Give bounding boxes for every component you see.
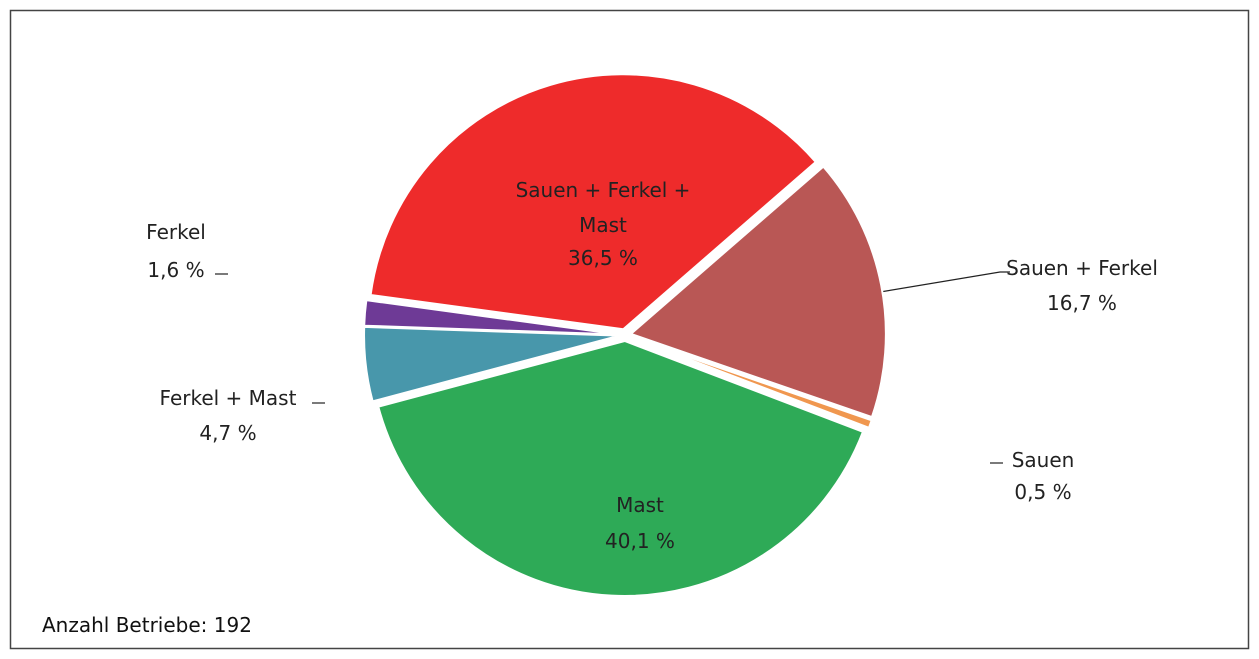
pie-slice (377, 339, 865, 597)
slice-label: Sauen + Ferkel + Mast (515, 178, 691, 237)
slice-value-label: 4,7 % (199, 421, 257, 445)
slice-label: Sauen (1011, 448, 1075, 472)
pie-slice (628, 165, 887, 419)
pie-slice (369, 73, 818, 331)
slice-label: Sauen + Ferkel (1006, 256, 1158, 280)
slice-value-label: 16,7 % (1047, 291, 1117, 315)
slice-label: Ferkel (146, 220, 206, 244)
pie-slice (363, 325, 620, 403)
slice-label: Ferkel + Mast (159, 386, 297, 410)
slice-value-label: 36,5 % (568, 246, 638, 270)
frame (9, 9, 1250, 650)
annotation: Anzahl Betriebe: 192 (42, 613, 252, 637)
pie-slice (363, 299, 620, 336)
slice-value-label: 0,5 % (1014, 480, 1072, 504)
slice-value-label: 40,1 % (605, 529, 675, 553)
leader-line (879, 271, 1010, 293)
pie-slice (630, 336, 873, 430)
slice-label: Mast (616, 493, 664, 517)
slice-value-label: 1,6 % (147, 258, 205, 282)
